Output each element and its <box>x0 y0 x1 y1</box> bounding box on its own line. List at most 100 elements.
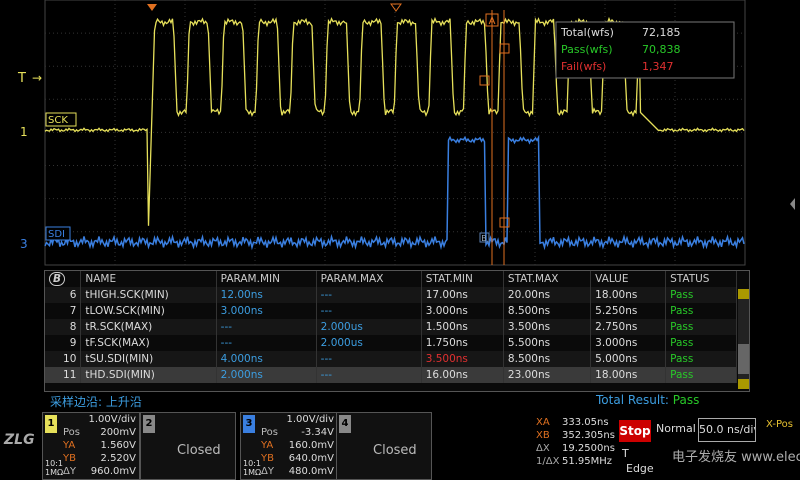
stat-label: Fail(wfs) <box>561 60 606 73</box>
ch1-marker: 1 <box>20 125 28 139</box>
cell: 1.500ns <box>421 319 504 335</box>
cursor-panel: XA 333.05ns XB 352.305ns ΔX 19.2500ns 1/ΔX 5… <box>536 416 616 468</box>
ya-label: YA <box>261 440 274 451</box>
ch3-label: SDI <box>48 229 65 240</box>
cell: 17.00ns <box>421 287 504 303</box>
sdi-trace <box>44 134 745 251</box>
cell: 3.500ns <box>421 351 504 367</box>
pos-label: Pos <box>261 427 279 438</box>
dy: 480.0mV <box>288 466 334 477</box>
xb: 352.305ns <box>562 430 615 441</box>
waveform-area: A B T → 1 3 SCK SDI Total(wfs) 72,185 Pass… <box>17 0 795 266</box>
column-header: PARAM.MAX <box>316 271 422 287</box>
total-result: Total Result: Pass <box>596 393 699 407</box>
table-row: 11 tHD.SDI(MIN) 2.000ns --- 16.00ns 23.00ns 18… <box>45 367 737 383</box>
timebase[interactable]: 50.0 ns/div <box>698 418 756 442</box>
marker <box>499 217 510 228</box>
cell: tSU.SDI(MIN) <box>80 351 217 367</box>
xa-label: XA <box>536 417 550 428</box>
cell: 4.000ns <box>216 351 317 367</box>
cell: Pass <box>665 303 737 319</box>
table-row: 9 tF.SCK(MAX) --- 2.000us 1.750ns 5.500ns 3.00… <box>45 335 737 351</box>
edge-note: 采样边沿: 上升沿 <box>50 395 142 409</box>
cell: 5.500ns <box>503 335 592 351</box>
cursor-a-label: A <box>489 16 496 27</box>
column-header: STATUS <box>665 271 737 287</box>
column-header: STAT.MIN <box>421 271 504 287</box>
stats: Total(wfs) 72,185 Pass(wfs) 70,838 Fail(wfs)… <box>560 26 681 73</box>
cell: Pass <box>665 335 737 351</box>
cell: 3.000ns <box>421 303 504 319</box>
channel-state: Closed <box>177 443 221 458</box>
cell: --- <box>316 303 422 319</box>
channel-number: 2 <box>143 415 155 433</box>
cell: 16.00ns <box>421 367 504 383</box>
column-header: NAME <box>80 271 217 287</box>
channel-panel: 2 Closed <box>140 412 236 480</box>
cell: 9 <box>45 335 82 351</box>
xpos-label: X-Pos <box>766 419 793 430</box>
channel-state: Closed <box>373 443 417 458</box>
cell: 2.000ns <box>216 367 317 383</box>
cell: Pass <box>665 351 737 367</box>
cell: 8 <box>45 319 82 335</box>
cell: 20.00ns <box>503 287 592 303</box>
cell: 6 <box>45 287 82 303</box>
probe: 10:1 <box>243 459 261 468</box>
table-row: 7 tLOW.SCK(MIN) 3.000ns --- 3.000ns 8.500ns 5.… <box>45 303 737 319</box>
trigger-type: Edge <box>626 462 654 475</box>
cell: Pass <box>665 287 737 303</box>
stats-box <box>555 21 735 79</box>
cell: Pass <box>665 367 737 383</box>
cell: 18.00ns <box>590 367 667 383</box>
run-stop[interactable]: Stop <box>619 420 651 442</box>
dy-label: ΔY <box>63 466 76 477</box>
stat-label: Total(wfs) <box>560 26 614 39</box>
scrollbar[interactable] <box>738 289 749 389</box>
channel-number: 1 <box>45 415 57 433</box>
trigger-marker: T <box>17 71 26 86</box>
channel-panel: 4 Closed <box>336 412 432 480</box>
cell: tR.SCK(MAX) <box>80 319 217 335</box>
probe: 10:1 <box>45 459 63 468</box>
cell: --- <box>216 319 317 335</box>
ch3-tag <box>45 226 71 241</box>
ch3-marker: 3 <box>20 237 28 251</box>
marker <box>479 75 490 86</box>
cell: 11 <box>45 367 82 383</box>
cell: 3.500ns <box>503 319 592 335</box>
cell: 10 <box>45 351 82 367</box>
cell: 1.750ns <box>421 335 504 351</box>
pos: 200mV <box>100 427 136 438</box>
impedance: 1MΩ <box>243 468 262 477</box>
stat-label: Pass(wfs) <box>561 43 613 56</box>
cursor-b-box <box>479 232 490 243</box>
yb-label: YB <box>261 453 274 464</box>
dx: 19.2500ns <box>562 443 615 454</box>
icon: B <box>49 272 66 286</box>
column-header: PARAM.MIN <box>216 271 317 287</box>
total-result-label: Total Result: <box>596 393 669 407</box>
table-icon: B <box>45 271 82 287</box>
sck-trace <box>44 16 745 226</box>
channel-number: 3 <box>243 415 255 433</box>
yb: 2.520V <box>100 453 136 464</box>
cursor-pos <box>390 3 402 12</box>
cell: Pass <box>665 319 737 335</box>
cell: 3.000ns <box>216 303 317 319</box>
xa: 333.05ns <box>562 417 609 428</box>
stat-value: 72,185 <box>642 26 681 39</box>
yb-label: YB <box>63 453 76 464</box>
total-result-value: Pass <box>672 393 700 407</box>
cell: 3.000ns <box>590 335 667 351</box>
brand: ZLG <box>4 432 35 448</box>
channel-number: 4 <box>339 415 351 433</box>
yb: 640.0mV <box>288 453 334 464</box>
cell: --- <box>316 351 422 367</box>
cell: tHIGH.SCK(MIN) <box>80 287 217 303</box>
dy: 960.0mV <box>90 466 136 477</box>
cell: --- <box>316 367 422 383</box>
cell: 2.000us <box>316 335 422 351</box>
ya: 1.560V <box>100 440 136 451</box>
